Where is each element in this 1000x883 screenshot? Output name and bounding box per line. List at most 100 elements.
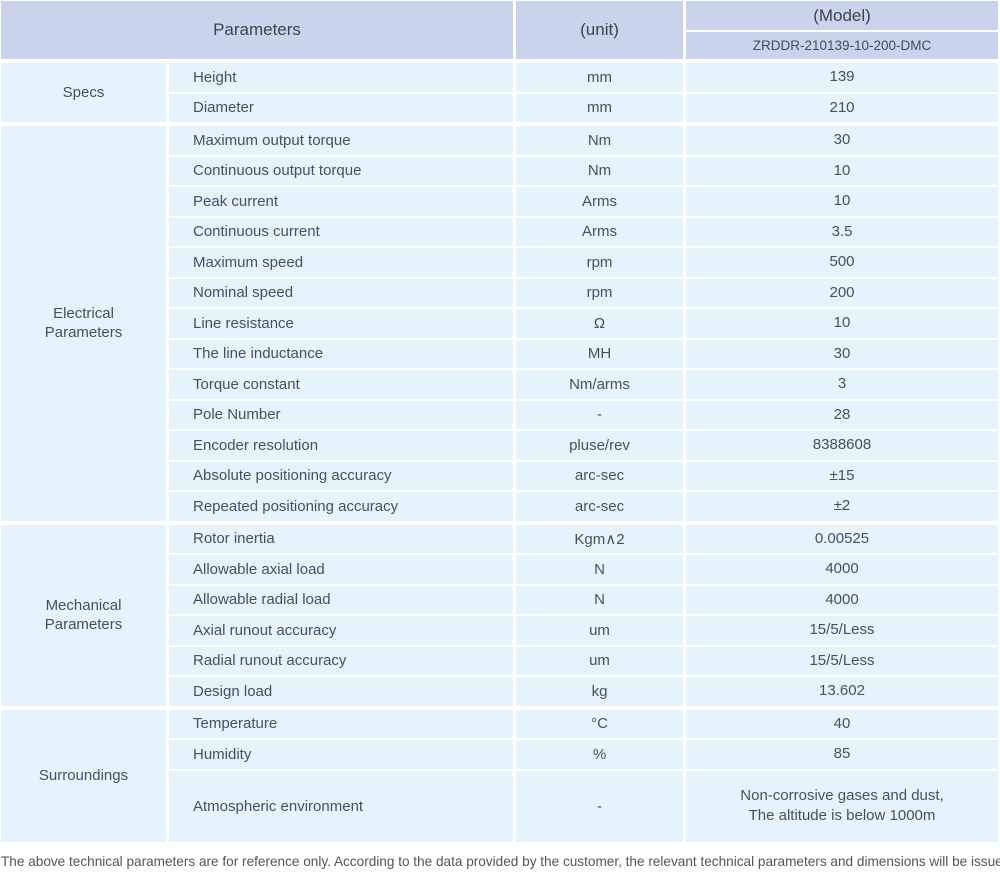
param-cell: Rotor inertia: [169, 524, 513, 553]
unit-cell: rpm: [516, 248, 683, 277]
value-cell: 3: [686, 370, 998, 399]
value-cell: 15/5/Less: [686, 616, 998, 645]
param-cell: Absolute positioning accuracy: [169, 461, 513, 490]
parameter-group: Surroundings Temperature °C 40 Humidity% 85 At…: [1, 709, 998, 842]
value-cell: 139: [686, 63, 998, 92]
table-header: Parameters (unit) (Model) ZRDDR-210139-1…: [1, 1, 998, 59]
value-cell: 40: [686, 709, 998, 738]
parameter-group: Mechanical Parameters Rotor inertia Kgm∧2 0…: [1, 524, 998, 706]
param-cell: Temperature: [169, 709, 513, 738]
unit-cell: kg: [516, 677, 683, 706]
value-cell: 10: [686, 187, 998, 216]
value-cell: 500: [686, 248, 998, 277]
table-row: Radial runout accuracy um 15/5/Less: [169, 646, 998, 675]
header-model-column: (Model) ZRDDR-210139-10-200-DMC: [686, 1, 998, 59]
value-cell: 3.5: [686, 217, 998, 246]
unit-cell: Nm/arms: [516, 370, 683, 399]
value-cell: Non-corrosive gases and dust, The altitud…: [686, 770, 998, 842]
value-line: The altitude is below 1000m: [748, 807, 936, 824]
unit-cell: pluse/rev: [516, 431, 683, 460]
value-cell: 13.602: [686, 677, 998, 706]
unit-cell: Arms: [516, 217, 683, 246]
unit-cell: Kgm∧2: [516, 524, 683, 553]
table-row: Peak current Arms 10: [169, 187, 998, 216]
header-parameters: Parameters: [1, 1, 513, 59]
unit-cell: rpm: [516, 278, 683, 307]
table-row: Line resistance Ω 10: [169, 309, 998, 338]
group-rows: Height mm 139 Diameter mm 210: [169, 63, 998, 122]
group-label: Specs: [62, 83, 105, 101]
param-cell: Allowable radial load: [169, 585, 513, 614]
value-cell: 30: [686, 126, 998, 155]
param-cell: Diameter: [169, 93, 513, 122]
param-cell: Humidity: [169, 740, 513, 769]
value-line: Non-corrosive gases and dust,: [740, 786, 944, 804]
table-row: Temperature °C 40: [169, 709, 998, 738]
table-row: Maximum speed rpm 500: [169, 248, 998, 277]
table-row: Allowable radial load N 4000: [169, 585, 998, 614]
unit-cell: %: [516, 740, 683, 769]
param-cell: Axial runout accuracy: [169, 616, 513, 645]
unit-cell: mm: [516, 93, 683, 122]
group-rows: Maximum output torque Nm 30 Continuous outp…: [169, 126, 998, 521]
param-cell: Nominal speed: [169, 278, 513, 307]
group-cell: Electrical Parameters: [1, 126, 166, 521]
value-cell: 4000: [686, 585, 998, 614]
unit-cell: -: [516, 770, 683, 842]
table-row: Torque constant Nm/arms 3: [169, 370, 998, 399]
unit-cell: um: [516, 616, 683, 645]
value-cell: 15/5/Less: [686, 646, 998, 675]
footer-note: The above technical parameters are for r…: [1, 853, 1000, 869]
table-row: Continuous output torque Nm 10: [169, 156, 998, 185]
parameter-group: Specs Height mm 139 Diameter mm 210: [1, 63, 998, 122]
value-cell: ±15: [686, 461, 998, 490]
table-row: Absolute positioning accuracy arc-sec ±15: [169, 461, 998, 490]
table-row: Atmospheric environment - Non-corrosive ga…: [169, 770, 998, 842]
param-cell: Pole Number: [169, 400, 513, 429]
table-row: The line inductance MH 30: [169, 339, 998, 368]
param-cell: The line inductance: [169, 339, 513, 368]
header-unit: (unit): [516, 1, 683, 59]
param-cell: Torque constant: [169, 370, 513, 399]
param-cell: Maximum output torque: [169, 126, 513, 155]
table-row: Design load kg 13.602: [169, 677, 998, 706]
value-cell: 4000: [686, 555, 998, 584]
param-cell: Continuous output torque: [169, 156, 513, 185]
header-model-value: ZRDDR-210139-10-200-DMC: [686, 32, 998, 59]
unit-cell: mm: [516, 63, 683, 92]
group-rows: Rotor inertia Kgm∧2 0.00525 Allowable axial…: [169, 524, 998, 706]
parameter-group: Electrical Parameters Maximum output torq…: [1, 126, 998, 521]
value-cell: 200: [686, 278, 998, 307]
table-row: Axial runout accuracy um 15/5/Less: [169, 616, 998, 645]
unit-cell: um: [516, 646, 683, 675]
param-cell: Continuous current: [169, 217, 513, 246]
group-cell: Specs: [1, 63, 166, 122]
unit-cell: -: [516, 400, 683, 429]
table-row: Continuous current Arms 3.5: [169, 217, 998, 246]
param-cell: Maximum speed: [169, 248, 513, 277]
param-cell: Height: [169, 63, 513, 92]
unit-cell: arc-sec: [516, 492, 683, 521]
unit-cell: Nm: [516, 156, 683, 185]
unit-cell: MH: [516, 339, 683, 368]
value-cell: 10: [686, 309, 998, 338]
table-row: Nominal speed rpm 200: [169, 278, 998, 307]
param-cell: Design load: [169, 677, 513, 706]
param-cell: Radial runout accuracy: [169, 646, 513, 675]
param-cell: Repeated positioning accuracy: [169, 492, 513, 521]
value-cell: 0.00525: [686, 524, 998, 553]
table-row: Maximum output torque Nm 30: [169, 126, 998, 155]
unit-cell: Nm: [516, 126, 683, 155]
value-cell: 28: [686, 400, 998, 429]
unit-cell: N: [516, 555, 683, 584]
param-cell: Allowable axial load: [169, 555, 513, 584]
table-row: Height mm 139: [169, 63, 998, 92]
table-row: Encoder resolution pluse/rev 8388608: [169, 431, 998, 460]
param-cell: Atmospheric environment: [169, 770, 513, 842]
unit-cell: N: [516, 585, 683, 614]
group-label: Mechanical Parameters: [44, 596, 123, 634]
value-cell: 8388608: [686, 431, 998, 460]
group-cell: Surroundings: [1, 709, 166, 842]
table-body: Specs Height mm 139 Diameter mm 210 Electrical …: [1, 63, 998, 842]
